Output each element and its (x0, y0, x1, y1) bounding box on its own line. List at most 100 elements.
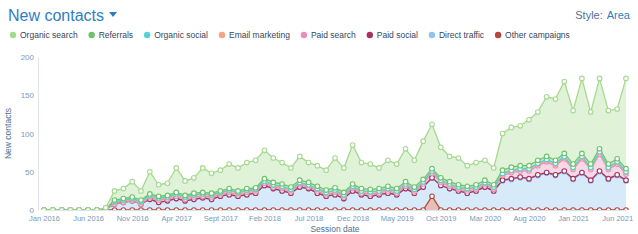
point[interactable] (174, 190, 179, 195)
point[interactable] (536, 173, 541, 178)
point[interactable] (597, 147, 602, 152)
point[interactable] (77, 208, 82, 210)
point[interactable] (342, 208, 347, 210)
point[interactable] (465, 184, 470, 189)
point[interactable] (77, 208, 82, 210)
point[interactable] (200, 190, 205, 195)
point[interactable] (139, 198, 144, 203)
point[interactable] (606, 108, 611, 113)
point[interactable] (68, 208, 73, 210)
point[interactable] (77, 208, 82, 210)
point[interactable] (580, 76, 585, 81)
point[interactable] (121, 186, 126, 191)
point[interactable] (192, 191, 197, 196)
point[interactable] (562, 169, 567, 174)
point[interactable] (553, 158, 558, 163)
point[interactable] (68, 208, 73, 210)
point[interactable] (306, 208, 311, 210)
point[interactable] (59, 208, 64, 210)
title-caret[interactable] (109, 12, 117, 17)
point[interactable] (615, 173, 620, 178)
point[interactable] (289, 166, 294, 171)
point[interactable] (527, 208, 532, 210)
point[interactable] (183, 208, 188, 210)
point[interactable] (350, 143, 355, 148)
point[interactable] (474, 182, 479, 187)
point[interactable] (236, 208, 241, 210)
point[interactable] (509, 125, 514, 130)
point[interactable] (192, 208, 197, 210)
point[interactable] (412, 185, 417, 190)
point[interactable] (491, 208, 496, 210)
point[interactable] (68, 208, 73, 210)
point[interactable] (236, 166, 241, 171)
point[interactable] (280, 182, 285, 187)
point[interactable] (59, 208, 64, 210)
point[interactable] (121, 196, 126, 201)
point[interactable] (439, 176, 444, 181)
point[interactable] (227, 162, 232, 167)
point[interactable] (571, 208, 576, 210)
point[interactable] (156, 194, 161, 199)
point[interactable] (271, 208, 276, 210)
point[interactable] (624, 76, 629, 81)
title[interactable]: New contacts (8, 7, 104, 24)
point[interactable] (518, 124, 523, 129)
point[interactable] (580, 170, 585, 175)
point[interactable] (518, 176, 523, 181)
point[interactable] (315, 163, 320, 168)
point[interactable] (571, 177, 576, 182)
point[interactable] (624, 178, 629, 183)
point[interactable] (456, 182, 461, 187)
point[interactable] (518, 163, 523, 168)
point[interactable] (95, 208, 100, 210)
point[interactable] (588, 162, 593, 167)
point[interactable] (130, 208, 135, 210)
point[interactable] (165, 208, 170, 210)
point[interactable] (148, 208, 153, 210)
point[interactable] (615, 208, 620, 210)
point[interactable] (42, 208, 47, 210)
point[interactable] (59, 208, 64, 210)
point[interactable] (606, 177, 611, 182)
point[interactable] (51, 208, 56, 210)
point[interactable] (86, 208, 91, 210)
point[interactable] (86, 208, 91, 210)
point[interactable] (544, 208, 549, 210)
point[interactable] (200, 208, 205, 210)
point[interactable] (483, 178, 488, 183)
point[interactable] (68, 208, 73, 210)
point[interactable] (386, 208, 391, 210)
point[interactable] (289, 208, 294, 210)
point[interactable] (474, 160, 479, 165)
point[interactable] (253, 208, 258, 210)
point[interactable] (95, 208, 100, 210)
point[interactable] (192, 176, 197, 181)
point[interactable] (174, 208, 179, 210)
point[interactable] (95, 208, 100, 210)
point[interactable] (465, 163, 470, 168)
point[interactable] (377, 208, 382, 210)
point[interactable] (430, 176, 435, 181)
point[interactable] (447, 179, 452, 184)
legend-item[interactable]: Email marketing (219, 30, 290, 40)
point[interactable] (103, 205, 108, 210)
point[interactable] (509, 176, 514, 181)
point[interactable] (218, 168, 223, 173)
point[interactable] (518, 208, 523, 210)
point[interactable] (553, 97, 558, 102)
point[interactable] (51, 208, 56, 210)
point[interactable] (615, 107, 620, 112)
point[interactable] (42, 208, 47, 210)
point[interactable] (536, 208, 541, 210)
point[interactable] (606, 208, 611, 210)
point[interactable] (597, 76, 602, 81)
point[interactable] (59, 208, 64, 210)
point[interactable] (562, 79, 567, 84)
point[interactable] (68, 208, 73, 210)
point[interactable] (297, 154, 302, 159)
point[interactable] (500, 168, 505, 173)
point[interactable] (483, 158, 488, 163)
point[interactable] (615, 173, 620, 178)
point[interactable] (51, 208, 56, 210)
